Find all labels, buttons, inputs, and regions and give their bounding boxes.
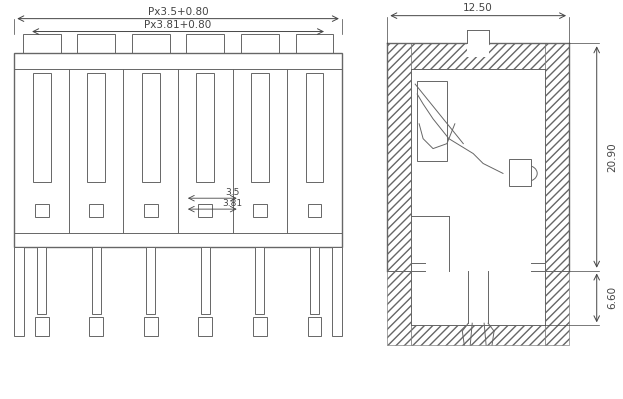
Bar: [305, 73, 323, 182]
Bar: [89, 204, 103, 217]
Bar: [186, 34, 224, 53]
Bar: [14, 53, 342, 247]
Bar: [296, 34, 333, 53]
Text: 12.50: 12.50: [464, 3, 493, 13]
Bar: [310, 247, 319, 314]
Bar: [14, 247, 24, 336]
Bar: [241, 34, 278, 53]
Bar: [411, 43, 545, 69]
Bar: [87, 73, 105, 182]
Bar: [33, 73, 50, 182]
Bar: [132, 34, 169, 53]
Bar: [510, 158, 531, 186]
Text: 20.90: 20.90: [607, 142, 617, 172]
Bar: [332, 247, 342, 336]
Bar: [308, 204, 321, 217]
Bar: [251, 73, 269, 182]
Bar: [23, 34, 60, 53]
Bar: [144, 204, 158, 217]
Bar: [255, 247, 264, 314]
Bar: [146, 247, 155, 314]
Bar: [388, 271, 411, 345]
Bar: [388, 43, 411, 271]
Bar: [198, 204, 212, 217]
Text: Px3.81+0.80: Px3.81+0.80: [145, 20, 212, 30]
Bar: [417, 81, 447, 160]
Bar: [253, 204, 267, 217]
Bar: [545, 43, 569, 271]
Bar: [308, 317, 321, 336]
Bar: [196, 73, 214, 182]
Bar: [89, 317, 103, 336]
Bar: [253, 317, 267, 336]
Text: Px3.5+0.80: Px3.5+0.80: [148, 7, 208, 17]
Bar: [545, 271, 569, 345]
Bar: [198, 317, 212, 336]
Bar: [201, 247, 210, 314]
Bar: [92, 247, 101, 314]
Bar: [35, 204, 49, 217]
Bar: [411, 325, 545, 345]
Bar: [142, 73, 159, 182]
Bar: [77, 34, 115, 53]
Text: 6.60: 6.60: [607, 286, 617, 310]
Bar: [37, 247, 46, 314]
Text: 3.81: 3.81: [222, 199, 243, 207]
Bar: [35, 317, 49, 336]
Text: 3.5: 3.5: [226, 188, 240, 197]
Bar: [144, 317, 158, 336]
Bar: [467, 30, 489, 57]
